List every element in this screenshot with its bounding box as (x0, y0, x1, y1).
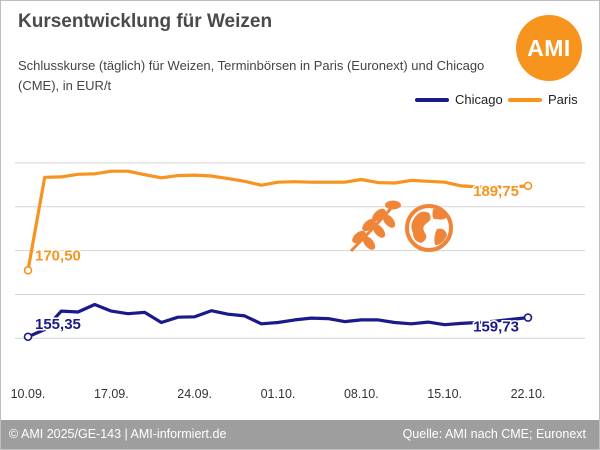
x-tick-label: 24.09. (177, 387, 212, 401)
wheat-icon (349, 200, 401, 253)
x-tick-label: 10.09. (11, 387, 46, 401)
legend-label-paris: Paris (548, 92, 578, 107)
x-tick-label: 17.09. (94, 387, 129, 401)
start-label-chicago: 155,35 (35, 316, 81, 333)
end-marker-paris (523, 181, 533, 191)
x-tick-label: 15.10. (427, 387, 462, 401)
line-chart: 10.09. 17.09. 24.09. 01.10. 08.10. 15.10. 22.1… (11, 162, 585, 401)
chart-subtitle: Schlusskurse (täglich) für Weizen, Termi… (18, 58, 485, 93)
globe-icon (405, 204, 453, 252)
legend-item-paris: Paris (508, 92, 578, 107)
legend-label-chicago: Chicago (455, 92, 503, 107)
legend-swatch-chicago (415, 97, 449, 102)
series-line-paris (26, 169, 530, 272)
end-label-chicago: 159,73 (473, 319, 519, 336)
chart-title: Kursentwicklung für Weizen (18, 11, 273, 32)
x-tick-label: 01.10. (261, 387, 296, 401)
start-marker-paris (23, 266, 33, 275)
start-marker-chicago (23, 332, 33, 342)
end-marker-chicago (523, 313, 533, 322)
footer-copyright: © AMI 2025/GE-143 | AMI-informiert.de (9, 427, 227, 441)
ami-logo: AMI (516, 15, 582, 81)
footer-source: Quelle: AMI nach CME; Euronext (402, 427, 586, 441)
x-tick-label: 08.10. (344, 387, 379, 401)
start-label-paris: 170,50 (35, 247, 81, 264)
footer: © AMI 2025/GE-143 | AMI-informiert.de Qu… (1, 420, 599, 449)
series-line-chicago (26, 302, 530, 339)
x-tick-label: 22.10. (511, 387, 546, 401)
legend-item-chicago: Chicago (415, 92, 503, 107)
end-label-paris: 189,75 (473, 183, 519, 200)
legend-swatch-paris (508, 97, 542, 102)
